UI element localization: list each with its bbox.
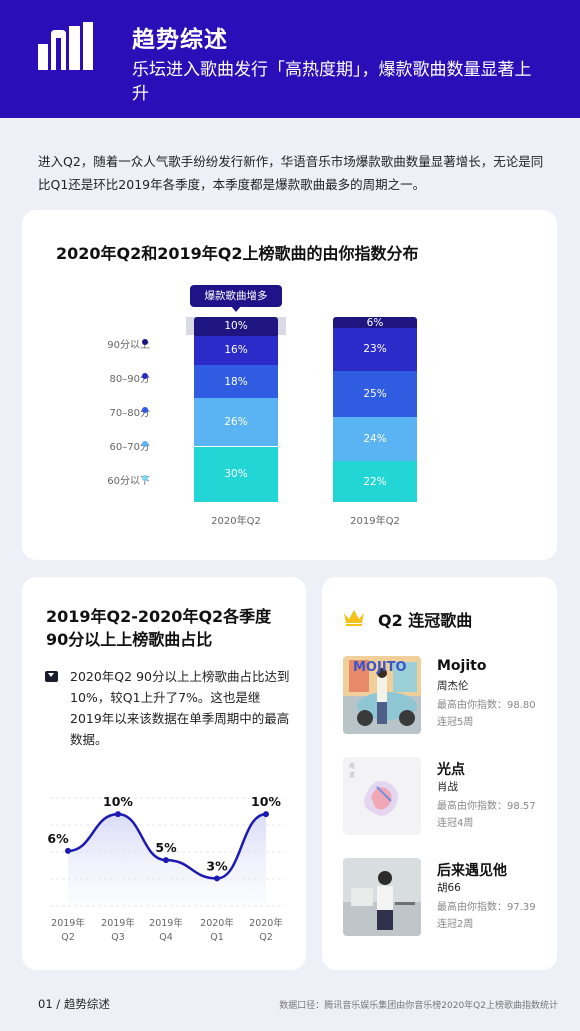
bar-segment-90plus: 10% [194, 317, 278, 336]
brand-logo-icon [38, 22, 93, 70]
legend-dot-below60 [142, 475, 148, 481]
line-data-label: 3% [206, 858, 228, 873]
page-title: 趋势综述 [132, 27, 228, 53]
data-point [263, 811, 269, 818]
album-cover-mojito: MOJITO [343, 656, 421, 734]
song-item-houlai[interactable]: 后来遇见他 胡66 最高由你指数：97.39 连冠2周 [343, 858, 543, 938]
distribution-chart-card [22, 210, 557, 560]
bar-category-label: 2019年Q2 [350, 516, 400, 527]
song-weeks: 连冠4周 [437, 818, 474, 829]
bar-segment-80-90: 16% [194, 335, 278, 366]
crown-icon [344, 610, 364, 626]
bar-data-label: 22% [363, 475, 387, 488]
legend-label-90plus: 90分以上 [107, 340, 150, 351]
legend-label-below60: 60分以下 [107, 476, 150, 487]
song-max-index: 最高由你指数：98.80 [437, 700, 536, 711]
legend-dot-70-80 [142, 407, 148, 413]
data-point [115, 811, 121, 818]
line-data-label: 6% [47, 831, 69, 846]
song-artist: 肖战 [437, 781, 458, 793]
bar-segment-70-80: 18% [194, 365, 278, 399]
album-cover-houlai [343, 858, 421, 936]
bar-data-label: 25% [363, 387, 387, 400]
intro-paragraph: 进入Q2，随着一众人气歌手纷纷发行新作，华语音乐市场爆款歌曲数量显著增长，无论是… [38, 154, 544, 192]
line-area-fill [68, 814, 266, 906]
footer-page-label: 01 / 趋势综述 [38, 997, 110, 1011]
footer-source: 数据口径：腾讯音乐娱乐集团由你音乐榜2020年Q2上榜歌曲指数统计 [279, 1001, 558, 1011]
data-point [163, 857, 169, 864]
legend-label-80-90: 80–90分 [109, 374, 150, 385]
line-chart: 6% 2019年 Q2 10% 2019年 Q3 5% 2019年 Q4 3% 2020年 Q1 10%… [47, 794, 285, 943]
line-data-label: 10% [251, 794, 281, 809]
album-cover-text: MOJITO [353, 660, 407, 675]
callout-badge: 爆款歌曲增多 [190, 285, 282, 307]
page-subtitle: 乐坛进入歌曲发行「高热度期」，爆款歌曲数量显著上升 [132, 60, 532, 104]
line-category-label: 2020年 [249, 917, 283, 929]
song-name: 光点 [437, 762, 465, 778]
bar-data-label: 10% [224, 320, 248, 333]
callout-arrow [231, 306, 241, 312]
bar-data-label: 26% [224, 416, 248, 429]
trend-chart-title: 2019年Q2-2020年Q2各季度90分以上上榜歌曲占比 [46, 607, 272, 649]
bar-data-label: 24% [363, 433, 387, 446]
bar-segment-90plus: 6% [333, 316, 417, 329]
line-category-label: Q2 [259, 932, 273, 943]
data-point [214, 875, 220, 882]
song-item-mojito[interactable]: MOJITO Mojito 周杰伦 最高由你指数：98.80 连冠5周 [343, 656, 543, 736]
legend-dot-60-70 [142, 441, 148, 447]
data-point [65, 847, 71, 854]
bar-data-label: 16% [224, 344, 248, 357]
header-banner: 趋势综述 乐坛进入歌曲发行「高热度期」，爆款歌曲数量显著上升 [0, 0, 580, 118]
line-category-label: Q4 [159, 932, 173, 943]
bar-data-label: 18% [224, 375, 248, 388]
legend-dot-80-90 [142, 373, 148, 379]
song-name: Mojito [437, 658, 487, 674]
line-category-label: Q3 [111, 932, 125, 943]
bar-segment-70-80: 25% [333, 370, 417, 417]
bar-category-label: 2020年Q2 [211, 516, 261, 527]
legend-dot-90plus [142, 339, 148, 345]
song-artist: 周杰伦 [437, 680, 469, 692]
bar-segment-below60: 30% [194, 446, 278, 502]
bar-segment-below60: 22% [333, 461, 417, 502]
bar-data-label: 6% [366, 316, 384, 329]
album-cover-text: 光 点 [349, 763, 396, 779]
line-data-label: 5% [155, 840, 177, 855]
bar-segment-80-90: 23% [333, 328, 417, 371]
line-category-label: 2019年 [101, 917, 135, 929]
song-name: 后来遇见他 [437, 863, 507, 879]
legend-label-70-80: 70–80分 [109, 408, 150, 419]
song-item-guangdian[interactable]: 光 点 光点 肖战 最高由你指数：98.57 连冠4周 [343, 757, 543, 837]
line-data-label: 10% [103, 794, 133, 809]
song-weeks: 连冠5周 [437, 717, 474, 728]
song-weeks: 连冠2周 [437, 919, 474, 930]
line-category-label: 2020年 [200, 917, 234, 929]
distribution-chart-title: 2020年Q2和2019年Q2上榜歌曲的由你指数分布 [56, 244, 419, 263]
bar-segment-60-70: 26% [194, 398, 278, 447]
song-max-index: 最高由你指数：98.57 [437, 801, 536, 812]
legend-label-60-70: 60–70分 [109, 442, 150, 453]
line-category-label: Q2 [61, 932, 75, 943]
song-artist: 胡66 [437, 882, 461, 894]
song-max-index: 最高由你指数：97.39 [437, 902, 536, 913]
line-category-label: 2019年 [51, 917, 85, 929]
line-category-label: 2019年 [149, 917, 183, 929]
top-songs-title: Q2 连冠歌曲 [378, 611, 473, 630]
bar-segment-60-70: 24% [333, 416, 417, 462]
line-category-label: Q1 [210, 932, 224, 943]
bar-data-label: 23% [363, 343, 387, 356]
trend-description: 2020年Q2 90分以上上榜歌曲占比达到10%，较Q1上升了7%。这也是继20… [70, 669, 290, 747]
album-cover-guangdian: 光 点 [343, 757, 421, 835]
bar-data-label: 30% [224, 468, 248, 481]
comment-icon [45, 671, 58, 682]
